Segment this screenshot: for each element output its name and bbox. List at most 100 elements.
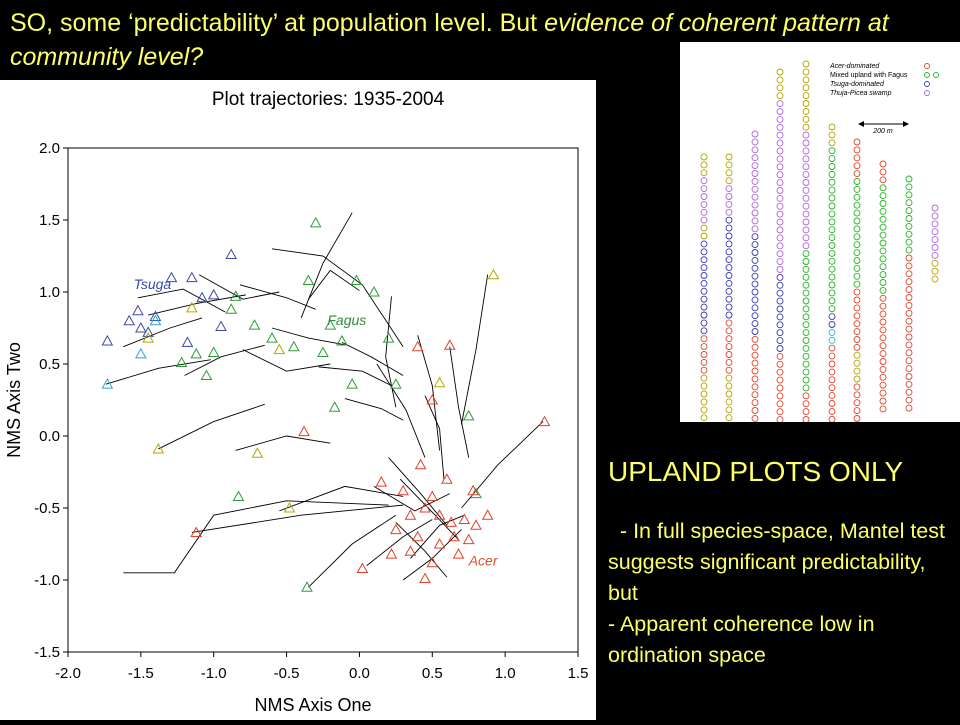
trajectory-line — [198, 274, 280, 300]
map-plot-circle — [751, 193, 759, 201]
legend-swatch — [933, 72, 939, 78]
map-plot-circle — [853, 154, 861, 162]
map-plot-circle — [776, 313, 784, 321]
map-plot-circle — [700, 169, 708, 177]
map-plot-circle — [725, 406, 733, 414]
map-plot-circle — [776, 123, 784, 131]
trajectory-line — [191, 504, 404, 533]
map-plot-circle — [879, 350, 887, 358]
map-plot-circle — [700, 240, 708, 248]
map-plot-circle — [725, 240, 733, 248]
plot-point-triangle — [414, 458, 427, 470]
map-plot-circle — [776, 147, 784, 155]
map-plot-circle — [776, 266, 784, 273]
map-plot-circle — [828, 407, 836, 415]
map-plot-circle — [879, 176, 887, 184]
map-plot-circle — [853, 296, 861, 304]
map-plot-circle — [751, 335, 759, 343]
map-plot-circle — [802, 76, 810, 84]
map-plot-circle — [853, 328, 861, 336]
map-plot-circle — [879, 184, 887, 192]
map-plot-circle — [931, 228, 939, 236]
plot-point-triangle — [433, 509, 446, 520]
map-plot-circle — [879, 200, 887, 207]
map-plot-circle — [700, 303, 708, 311]
plot-point-triangle — [207, 346, 220, 357]
plot-point-triangle — [273, 343, 286, 355]
map-plot-circle — [905, 262, 913, 270]
plot-point-triangle — [470, 487, 482, 499]
map-plot-circle — [828, 328, 836, 336]
plot-point-triangle — [397, 484, 409, 496]
y-tick-label: 0.0 — [39, 428, 60, 445]
map-plot-circle — [905, 380, 913, 388]
map-plot-circle — [905, 333, 913, 341]
plot-point-triangle — [368, 285, 380, 297]
map-plot-circle — [828, 249, 836, 257]
map-plot-circle — [931, 267, 939, 275]
trajectory-line — [308, 269, 360, 300]
map-plot-circle — [751, 407, 759, 414]
map-plot-circle — [700, 311, 708, 319]
map-plot-circle — [776, 250, 784, 258]
map-plot-circle — [879, 326, 887, 334]
map-plot-circle — [828, 376, 836, 384]
plot-point-triangle — [538, 415, 551, 427]
plot-point-triangle — [101, 334, 114, 346]
map-plot-circle — [802, 376, 810, 384]
map-plot-circle — [802, 416, 810, 423]
plot-point-triangle — [390, 523, 402, 535]
map-plot-circle — [828, 336, 836, 344]
map-plot-circle — [725, 177, 733, 185]
map-plot-circle — [853, 178, 861, 185]
map-plot-circle — [776, 163, 784, 171]
y-tick-label: -0.5 — [34, 500, 60, 517]
map-plot-circle — [828, 147, 836, 155]
legend-swatch — [924, 90, 930, 96]
plot-point-triangle — [356, 562, 369, 573]
map-plot-circle — [905, 301, 913, 309]
map-plot-circle — [853, 415, 861, 422]
map-plot-circle — [802, 289, 810, 297]
x-tick-label: 1.5 — [568, 665, 589, 682]
plot-point-triangle — [101, 378, 114, 389]
plot-point-triangle — [458, 513, 471, 525]
map-plot-circle — [751, 249, 759, 256]
trajectory-line — [449, 346, 470, 458]
slide-title: SO, some ‘predictability’ at population … — [10, 9, 889, 71]
map-plot-circle — [725, 216, 733, 224]
map-plot-circle — [802, 250, 810, 258]
trajectory-line — [388, 457, 448, 526]
x-tick-label: 0.0 — [349, 665, 370, 682]
plot-point-triangle — [132, 304, 144, 316]
map-plot-circle — [931, 212, 939, 220]
map-plot-circle — [776, 281, 784, 289]
map-plot-circle — [879, 215, 887, 223]
map-plot-circle — [879, 294, 887, 302]
map-plot-circle — [725, 279, 733, 287]
map-plot-circle — [828, 352, 836, 360]
map-plot-circle — [802, 68, 810, 76]
map-plot-circle — [802, 60, 810, 68]
trajectory-line — [341, 341, 404, 376]
map-plot-circle — [853, 407, 861, 415]
plot-point-triangle — [470, 519, 482, 530]
annotation-acer: Acer — [468, 553, 499, 569]
plot-point-triangle — [317, 346, 329, 357]
map-plot-circle — [802, 107, 810, 115]
map-plot-circle — [725, 374, 733, 382]
map-plot-circle — [853, 162, 861, 170]
map-plot-circle — [853, 225, 861, 233]
map-plot-circle — [828, 415, 836, 423]
plot-point-triangle — [426, 393, 439, 405]
map-plot-circle — [725, 185, 733, 193]
map-plot-circle — [776, 108, 784, 115]
map-plot-circle — [828, 226, 836, 234]
plot-point-triangle — [135, 347, 147, 359]
plot-point-triangle — [385, 548, 398, 559]
map-plot-circle — [802, 186, 810, 194]
map-plot-circle — [828, 281, 836, 289]
map-plot-circle — [802, 218, 810, 226]
map-plot-circle — [751, 351, 759, 359]
plot-point-triangle — [390, 378, 402, 389]
